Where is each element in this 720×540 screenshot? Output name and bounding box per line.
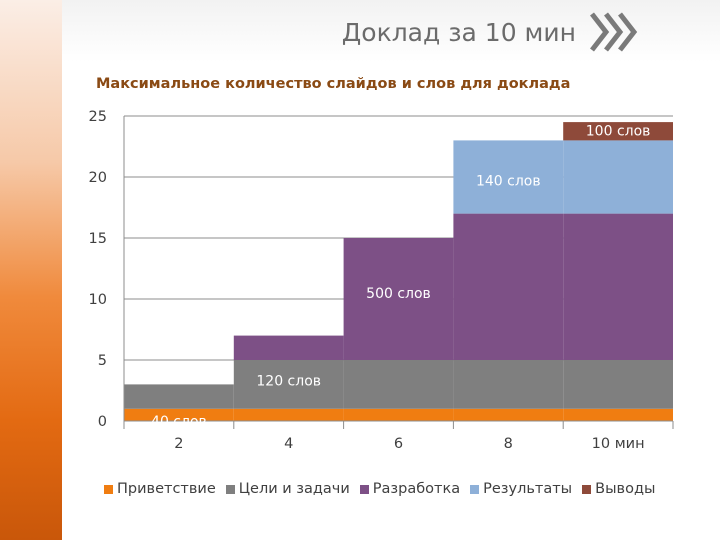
chevron-right-icon xyxy=(588,10,642,59)
bar-segment xyxy=(563,213,673,360)
data-label: 40 слов xyxy=(151,414,207,430)
slide-header xyxy=(62,0,720,62)
legend-swatch xyxy=(470,484,480,494)
legend-label: Цели и задачи xyxy=(238,481,350,497)
legend-label: Разработка xyxy=(372,481,461,497)
y-tick-label: 5 xyxy=(98,353,107,369)
data-label: 140 слов xyxy=(476,174,541,190)
legend-swatch xyxy=(104,484,113,494)
bar-segment xyxy=(453,360,564,409)
legend-item: Разработка xyxy=(359,481,461,497)
slide-title: Доклад за 10 мин xyxy=(341,18,576,47)
y-tick-label: 25 xyxy=(89,109,107,125)
bar-segment xyxy=(124,384,234,409)
bar-segment xyxy=(124,408,234,421)
bar-segment xyxy=(563,408,673,421)
data-label: 500 слов xyxy=(366,286,431,302)
y-tick-label: 15 xyxy=(89,231,107,247)
bar-segment xyxy=(453,140,564,214)
bar-segment xyxy=(343,408,454,421)
bar-segment xyxy=(233,360,344,409)
legend-swatch xyxy=(359,484,369,494)
legend-item: Приветствие xyxy=(104,481,216,497)
chart-legend: Приветствие Цели и задачи Разработка Резуль… xyxy=(104,478,704,500)
bar-segment xyxy=(453,213,564,360)
legend-swatch xyxy=(225,484,235,494)
x-tick-label: 8 xyxy=(504,436,513,452)
bar-segment xyxy=(453,408,564,421)
legend-label: Результаты xyxy=(483,481,573,497)
y-tick-label: 0 xyxy=(98,414,107,430)
x-tick-label: 10 мин xyxy=(592,436,645,452)
bar-segment xyxy=(563,122,673,141)
chart-title: Максимальное количество слайдов и слов д… xyxy=(96,76,571,92)
x-tick-label: 6 xyxy=(394,436,403,452)
legend-label: Выводы xyxy=(595,481,656,497)
x-tick-label: 2 xyxy=(174,436,183,452)
bar-segment xyxy=(563,360,673,409)
legend-item: Выводы xyxy=(582,481,655,497)
x-tick-label: 4 xyxy=(284,436,293,452)
y-tick-label: 20 xyxy=(89,170,107,186)
legend-item: Результаты xyxy=(470,481,572,497)
legend-item: Цели и задачи xyxy=(225,481,350,497)
data-label: 100 слов xyxy=(586,124,651,140)
side-decoration-band xyxy=(0,0,62,540)
bar-segment xyxy=(343,360,454,409)
y-tick-label: 10 xyxy=(89,292,107,308)
bar-segment xyxy=(563,140,673,214)
data-label: 120 слов xyxy=(256,374,321,390)
legend-label: Приветствие xyxy=(117,481,216,497)
bar-segment xyxy=(233,408,344,421)
legend-swatch xyxy=(582,484,592,494)
bar-segment xyxy=(233,335,344,360)
bar-segment xyxy=(343,238,454,360)
